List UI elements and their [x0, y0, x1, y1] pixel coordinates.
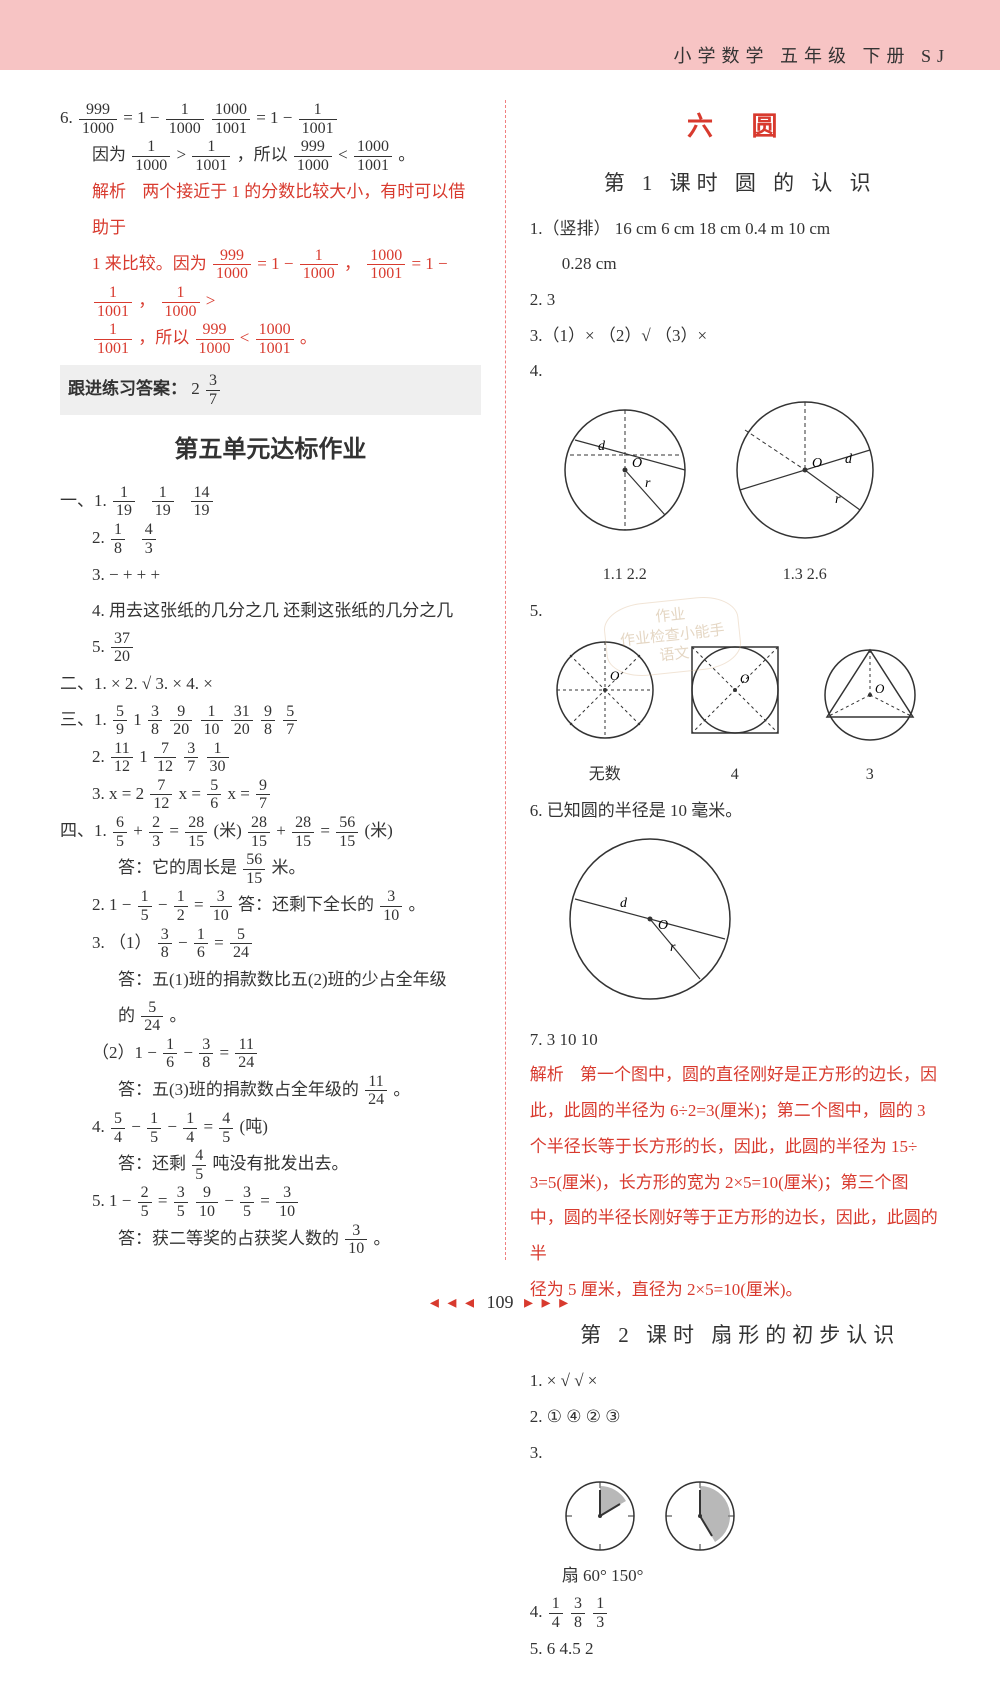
r3: 3.（1）× （2）√ （3）× — [530, 318, 951, 354]
svg-text:r: r — [835, 492, 841, 507]
r6-diagram: O d r — [550, 829, 951, 1022]
s1-2: 2. 18 43 — [92, 520, 481, 557]
l2-4: 4. 14 38 13 — [530, 1594, 951, 1631]
r-expl-4: 3=5(厘米)，长方形的宽为 2×5=10(厘米)；第三个图 — [530, 1165, 951, 1201]
diagram-label: 4 — [680, 758, 790, 792]
header-right: 小学数学 五年级 下册 SJ — [673, 42, 950, 68]
s4-5: 5. 1 − 25 = 35 910 − 35 = 310 — [92, 1183, 481, 1220]
s4-3a-ans2: 的 524 。 — [118, 998, 481, 1035]
q4-diagrams: O d r 1.1 2.2 O d r 1.3 — [550, 395, 951, 591]
chapter-title: 六 圆 — [530, 100, 951, 155]
l2-1: 1. × √ √ × — [530, 1363, 951, 1399]
page-body: 6. 9991000 = 1 − 11000 10001001 = 1 − 11… — [0, 70, 1000, 1687]
left-column: 6. 9991000 = 1 − 11000 10001001 = 1 − 11… — [60, 100, 497, 1667]
s3-3: 3. x = 2 712 x = 56 x = 97 — [92, 776, 481, 813]
svg-text:d: d — [620, 896, 628, 911]
s4-3a: 3. （1） 38 − 16 = 524 — [92, 925, 481, 962]
q6-line2: 因为 11000 > 11001 ，所以 9991000 < 10001001 … — [92, 137, 481, 174]
svg-text:O: O — [658, 918, 668, 933]
lesson2-title: 第 2 课时 扇形的初步认识 — [530, 1313, 951, 1357]
s4-3b-ans: 答：五(3)班的捐款数占全年级的 1124 。 — [118, 1072, 481, 1109]
page-header: 小学数学 五年级 下册 SJ — [0, 0, 1000, 70]
r1b: 0.28 cm — [562, 246, 951, 282]
s4-4: 4. 54 − 15 − 14 = 45 (吨) — [92, 1109, 481, 1146]
l2-2: 2. ① ④ ② ③ — [530, 1399, 951, 1435]
s1-1: 一、1. 119 119 1419 — [60, 483, 481, 520]
diagram-label: 1.1 2.2 — [550, 558, 700, 592]
r1: 1.（竖排） 16 cm 6 cm 18 cm 0.4 m 10 cm — [530, 211, 951, 247]
left-arrows-icon: ◂ ◂ ◂ — [430, 1292, 476, 1312]
r6: 6. 已知圆的半径是 10 毫米。 — [530, 793, 951, 829]
page-number: 109 — [487, 1292, 514, 1312]
unit-title: 第五单元达标作业 — [60, 425, 481, 475]
q6-line1: 6. 9991000 = 1 − 11000 10001001 = 1 − 11… — [60, 100, 481, 137]
svg-text:d: d — [598, 439, 606, 454]
diagram-label: 无数 — [550, 758, 660, 792]
s4-3a-ans: 答：五(1)班的捐款数比五(2)班的少占全年级 — [118, 962, 481, 998]
circle-diagram-1: O d r — [550, 395, 700, 545]
lesson1-title: 第 1 课时 圆 的 认 识 — [530, 161, 951, 205]
diagram-label: 1.3 2.6 — [720, 558, 890, 592]
page-footer: ◂ ◂ ◂ 109 ▸ ▸ ▸ — [0, 1292, 1000, 1313]
r-expl-2: 此，此圆的半径为 6÷2=3(厘米)；第二个图中，圆的 3 — [530, 1093, 951, 1129]
text: = 1 − — [256, 108, 296, 127]
r-expl-5: 中，圆的半径长刚好等于正方形的边长，因此，此圆的半 — [530, 1200, 951, 1271]
r2: 2. 3 — [530, 282, 951, 318]
svg-text:r: r — [670, 940, 676, 955]
s1-4: 4. 用去这张纸的几分之几 还剩这张纸的几分之几 — [92, 593, 481, 629]
s1-5: 5. 3720 — [92, 629, 481, 666]
l2-clocks — [560, 1476, 951, 1556]
r-explain: 解析 第一个图中，圆的直径刚好是正方形的边长，因 — [530, 1057, 951, 1093]
s4-3b: （2）1 − 16 − 38 = 1124 — [92, 1035, 481, 1072]
column-divider — [505, 100, 506, 1260]
l2-3-labels: 扇 60° 150° — [562, 1558, 951, 1594]
r4: 4. — [530, 353, 951, 389]
right-column: 六 圆 第 1 课时 圆 的 认 识 1.（竖排） 16 cm 6 cm 18 … — [514, 100, 951, 1667]
s4-5-ans: 答：获二等奖的占获奖人数的 310 。 — [118, 1221, 481, 1258]
s4-2: 2. 1 − 15 − 12 = 310 答：还剩下全长的 310 。 — [92, 887, 481, 924]
q6-explain-3: 11001 ，所以 9991000 < 10001001 。 — [92, 320, 481, 357]
clock-icon-2 — [660, 1476, 740, 1556]
svg-text:O: O — [875, 681, 885, 696]
r7: 7. 3 10 10 — [530, 1022, 951, 1058]
s2: 二、1. × 2. √ 3. × 4. × — [60, 666, 481, 702]
l2-3: 3. — [530, 1435, 951, 1471]
q6-explain-2: 1 来比较。因为 9991000 = 1 − 11000 ， 10001001 … — [92, 246, 481, 320]
s3-1: 三、1. 59 1 38 920 110 3120 98 57 — [60, 702, 481, 739]
circle-inscribed-3: O — [810, 635, 930, 745]
svg-text:O: O — [740, 671, 750, 686]
s1-3: 3. − + + + — [92, 557, 481, 593]
right-arrows-icon: ▸ ▸ ▸ — [524, 1292, 570, 1312]
svg-text:O: O — [812, 456, 822, 471]
l2-5: 5. 6 4.5 2 — [530, 1631, 951, 1667]
svg-text:d: d — [845, 452, 853, 467]
q6-explain: 解析 两个接近于 1 的分数比较大小，有时可以借助于 — [92, 174, 481, 245]
s4-1: 四、1. 65 + 23 = 2815 (米) 2815 + 2815 = 56… — [60, 813, 481, 850]
r5: 5. — [530, 593, 951, 629]
s3-2: 2. 1112 1 712 37 130 — [92, 739, 481, 776]
svg-text:O: O — [632, 456, 642, 471]
text: = 1 − — [123, 108, 163, 127]
follow-up-answer: 跟进练习答案： 2 37 — [60, 365, 481, 414]
s4-4-ans: 答：还剩 45 吨没有批发出去。 — [118, 1146, 481, 1183]
r-expl-3: 个半径长等于长方形的长，因此，此圆的半径为 15÷ — [530, 1129, 951, 1165]
clock-icon-1 — [560, 1476, 640, 1556]
circle-diagram-2: O d r — [720, 395, 890, 545]
text: 6. — [60, 108, 77, 127]
diagram-label: 3 — [810, 758, 930, 792]
s4-1-ans: 答：它的周长是 5615 米。 — [118, 850, 481, 887]
svg-text:r: r — [645, 476, 651, 491]
